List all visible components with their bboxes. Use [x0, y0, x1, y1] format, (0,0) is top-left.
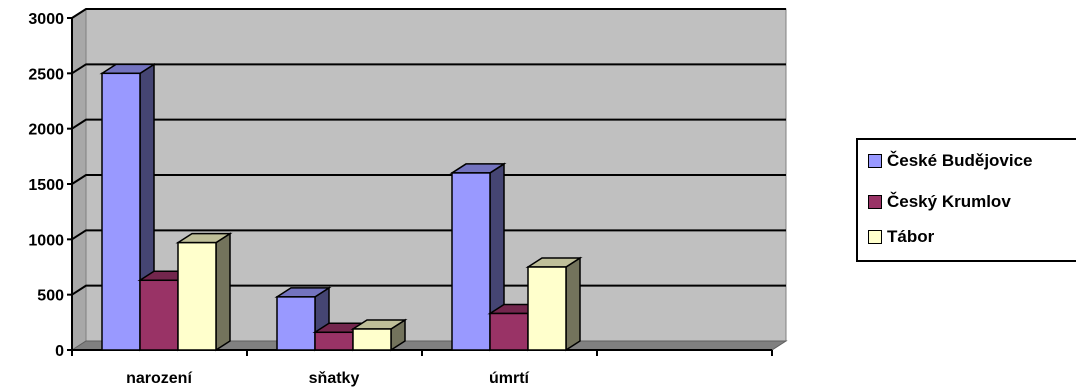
gridline — [71, 174, 786, 185]
bar — [350, 318, 408, 352]
legend-label: Tábor — [887, 227, 935, 246]
gridline — [71, 229, 786, 241]
y-tick-label: 3000 — [28, 11, 64, 28]
x-axis-labels: narození sňatky úmrtí — [126, 370, 529, 387]
legend-label: České Budějovice — [887, 151, 1033, 170]
legend-item: Český Krumlov — [868, 191, 1011, 213]
legend-label: Český Krumlov — [887, 192, 1011, 211]
y-tick-label: 1500 — [28, 177, 64, 194]
bar — [449, 162, 507, 352]
legend-item: Tábor — [868, 226, 934, 248]
x-category-label: sňatky — [309, 370, 360, 387]
chart-gridlines — [71, 8, 786, 296]
y-axis-ticks: 0 500 1000 1500 2000 2500 3000 — [28, 11, 72, 360]
bar — [99, 62, 157, 352]
x-category-label: úmrtí — [489, 370, 530, 387]
legend-swatch — [868, 195, 882, 209]
y-tick-label: 500 — [37, 288, 64, 305]
y-tick-label: 0 — [55, 343, 64, 360]
gridline — [71, 8, 786, 19]
y-tick-label: 2500 — [28, 66, 64, 83]
chart-legend: České Budějovice Český Krumlov Tábor — [856, 138, 1076, 262]
legend-item: České Budějovice — [868, 150, 1033, 172]
y-tick-label: 2000 — [28, 122, 64, 139]
legend-swatch — [868, 154, 882, 168]
gridline — [71, 118, 786, 130]
legend-swatch — [868, 230, 882, 244]
gridline — [71, 63, 786, 75]
x-category-label: narození — [126, 370, 192, 387]
y-tick-label: 1000 — [28, 232, 64, 249]
chart-bars — [99, 62, 583, 352]
bar — [525, 256, 583, 352]
bar — [175, 232, 233, 352]
